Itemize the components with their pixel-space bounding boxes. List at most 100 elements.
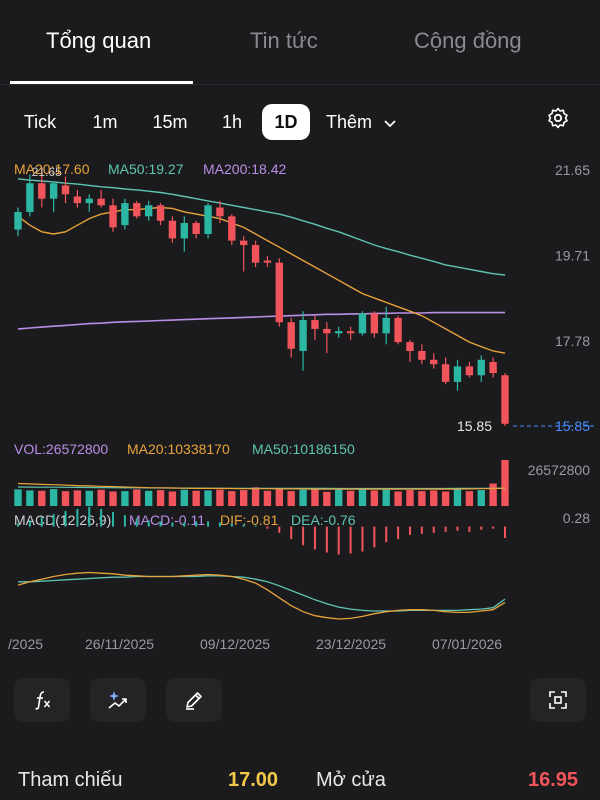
macd-histogram-bar [278,526,281,533]
candle-body [335,331,343,334]
date-axis-tick: /2025 [8,636,43,652]
volume-bar [180,489,188,506]
candle-body [97,198,105,206]
macd-histogram-bar [456,526,459,531]
macd-histogram-bar [17,523,19,527]
macd-histogram-bar [242,524,245,527]
tab-overview[interactable]: Tổng quan [46,28,152,53]
candle-body [465,366,474,376]
macd-histogram-bar [64,511,67,527]
candle-body [144,205,153,217]
candle-body [501,375,509,424]
reference-price-label: Tham chiếu [18,769,123,791]
stock-chart[interactable]: 21.65 19.71 17.78 21.65 15.85 15.85 MA20:17.60… [0,150,600,660]
volume-bar [441,491,450,506]
candle-body [275,262,283,323]
timeframe-more-button[interactable]: Thêm [326,104,410,140]
draw-tool-button[interactable] [166,678,222,722]
candle-body [228,216,236,241]
macd-histogram-bar [254,525,257,527]
gear-icon[interactable] [546,106,570,130]
macd-histogram-bar [349,526,352,554]
tabs-divider [0,84,600,85]
volume-bar [358,489,367,506]
candle-body [441,364,450,382]
macd-histogram-bar [325,526,328,553]
macd-histogram-bar [504,526,506,539]
candle-body [287,322,295,349]
macd-histogram-bar [100,508,103,527]
volume-bar [335,489,343,506]
candle-body [38,183,46,199]
price-axis-tick: 21.65 [555,162,590,178]
volume-bar [311,488,319,506]
last-price-left-label: 15.85 [457,418,492,434]
date-axis-tick: 26/11/2025 [85,636,154,652]
macd-histogram-bar [40,517,43,527]
macd-params-legend: MACD(12,26,9) [14,512,111,528]
tab-community[interactable]: Cộng đồng [414,28,522,53]
tab-news[interactable]: Tin tức [250,28,318,53]
volume-bar [489,483,497,506]
fullscreen-button[interactable] [530,678,586,722]
macd-axis-tick: 0.28 [563,510,590,526]
volume-ma20-line [17,482,506,490]
candle-body [204,205,212,234]
sparkle-trend-icon [108,691,127,709]
volume-bar [156,490,165,506]
volume-bar [38,490,46,506]
candle-body [251,245,260,263]
candle-body [358,313,367,334]
volume-legend: VOL:26572800 [14,441,108,457]
volume-bar [228,491,236,506]
macd-histogram-bar [290,526,293,540]
last-price-axis-label: 15.85 [555,418,590,434]
timeframe-1d[interactable]: 1D [262,104,310,140]
candle-body [73,196,82,204]
volume-bar [346,490,355,506]
candle-body [109,205,117,228]
indicator-formula-button[interactable] [14,678,70,722]
macd-legend: MACD:-0.11 [129,512,205,528]
volume-bar [144,490,153,506]
macd-histogram-bar [28,520,31,527]
candle-body [133,203,141,217]
macd-histogram-bar [218,522,221,527]
candle-body [121,203,129,226]
timeframe-tick[interactable]: Tick [23,112,57,132]
ma50-legend: MA50:19.27 [108,161,184,177]
macd-histogram-bar [492,526,495,529]
macd-histogram-bar [230,523,233,527]
timeframe-1h[interactable]: 1h [221,112,243,132]
volume-bar [14,489,22,506]
volume-bar [394,491,402,506]
price-axis-tick: 17.78 [555,333,590,349]
ma200-legend: MA200:18.42 [203,161,286,177]
volume-bar [109,491,117,506]
top-tabs: Tổng quan Tin tức Cộng đồng [0,0,600,84]
volume-ma20-legend: MA20:10338170 [127,441,230,457]
volume-bar [168,491,177,506]
volume-bar [287,491,295,506]
volume-bar [216,489,224,506]
candle-body [168,220,177,239]
volume-bar [85,490,93,506]
macd-histogram-bar [373,526,376,548]
volume-bar [382,489,390,506]
volume-bar [240,490,248,506]
ma50-line [17,178,506,276]
macd-histogram-bar [207,521,210,527]
candle-body [489,362,497,374]
pencil-icon [186,692,202,710]
macd-histogram-bar [123,515,126,527]
candle-body [192,222,200,234]
candle-body [26,183,34,212]
volume-bar [133,489,141,506]
ai-analysis-button[interactable] [90,678,146,722]
timeframe-15m[interactable]: 15m [152,112,188,132]
timeframe-1m[interactable]: 1m [92,112,118,132]
date-axis-tick: 07/01/2026 [432,636,502,652]
candle-body [311,320,319,329]
macd-histogram-bar [52,514,55,527]
volume-bar [192,490,200,506]
